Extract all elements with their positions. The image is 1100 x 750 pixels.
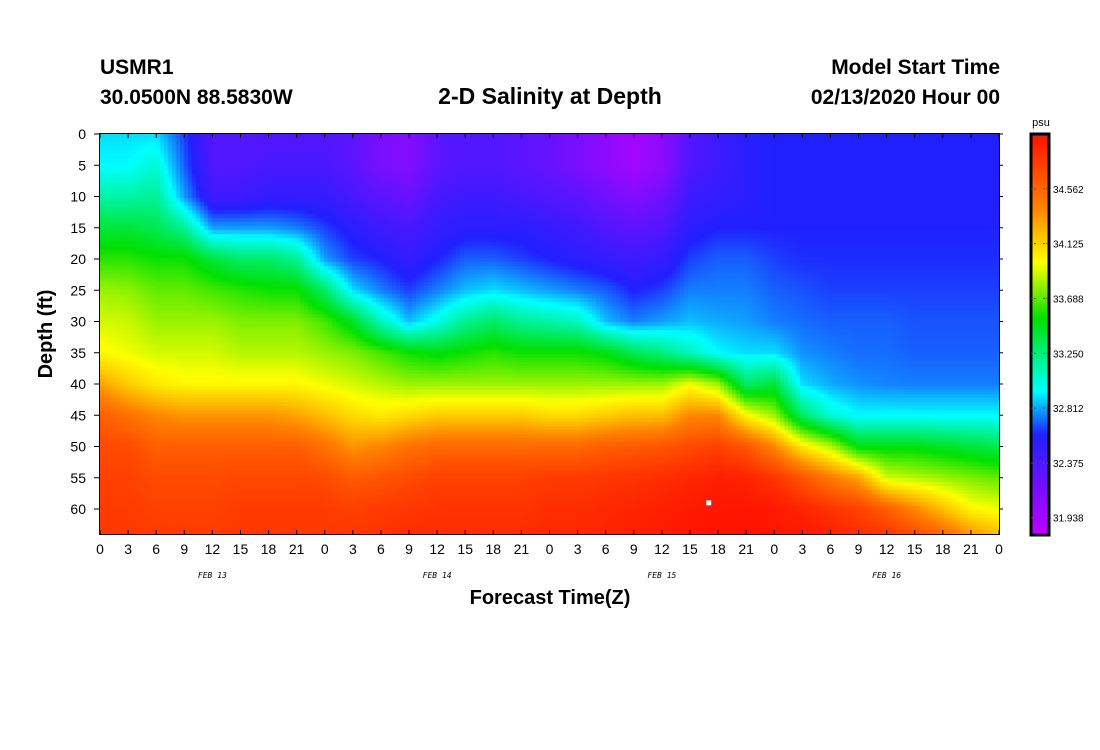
y-tick-label: 35 [70,345,86,361]
x-tick-label: 9 [180,541,188,557]
colorbar-tick-label: 31.938 [1053,514,1084,525]
x-tick-label: 15 [682,541,698,557]
y-tick-label: 45 [70,407,86,423]
colorbar-tick-label: 34.125 [1053,240,1084,251]
x-tick-label: 3 [574,541,582,557]
colorbar-tick-label: 32.375 [1053,459,1084,470]
station-id: USMR1 [100,56,174,79]
max-salinity-marker [706,500,712,506]
x-tick-label: 0 [96,541,104,557]
station-coordinates: 30.0500N 88.5830W [100,86,293,109]
colorbar: psu 34.562 34.125 33.688 33.250 32.812 32.375… [1029,117,1084,537]
x-tick-label: 9 [630,541,638,557]
y-axis: 0 5 10 15 20 25 30 35 40 45 50 55 60 [70,126,1003,517]
colorbar-tick-label: 33.688 [1053,294,1084,305]
colorbar-unit: psu [1032,117,1050,129]
heatmap-container [100,134,999,534]
y-tick-label: 55 [70,470,86,486]
x-tick-label: 15 [233,541,249,557]
plot-frame [99,133,1000,535]
x-tick-label: 9 [405,541,413,557]
x-tick-label: 12 [879,541,895,557]
y-tick-label: 60 [70,501,86,517]
y-tick-label: 25 [70,282,86,298]
x-tick-label: 15 [907,541,923,557]
salinity-heatmap [100,134,999,534]
x-tick-label: 6 [377,541,385,557]
x-tick-label: 0 [770,541,778,557]
y-tick-label: 20 [70,251,86,267]
colorbar-ticks: 34.562 34.125 33.688 33.250 32.812 32.375 31.9… [1031,185,1084,525]
x-tick-label: 15 [457,541,473,557]
x-tick-label: 0 [995,541,1003,557]
day-label: FEB 15 [647,571,676,580]
x-tick-label: 3 [124,541,132,557]
x-tick-label: 12 [429,541,445,557]
x-tick-label: 0 [321,541,329,557]
x-tick-label: 6 [152,541,160,557]
x-tick-label: 18 [935,541,951,557]
y-tick-label: 30 [70,314,86,330]
model-start-label: Model Start Time [831,56,1000,79]
y-tick-label: 50 [70,439,86,455]
x-tick-label: 12 [654,541,670,557]
colorbar-tick-label: 32.812 [1053,404,1084,415]
y-axis-label: Depth (ft) [35,290,57,379]
chart-title: 2-D Salinity at Depth [438,83,662,109]
x-tick-label: 21 [738,541,754,557]
x-tick-label: 12 [205,541,221,557]
x-tick-label: 0 [546,541,554,557]
x-tick-label: 21 [289,541,305,557]
model-start-date: 02/13/2020 Hour 00 [810,86,1000,109]
x-axis-label: Forecast Time(Z) [470,587,631,609]
y-tick-label: 40 [70,376,86,392]
x-tick-label: 18 [486,541,502,557]
day-label: FEB 16 [872,571,901,580]
y-tick-label: 10 [70,189,86,205]
x-tick-label: 18 [710,541,726,557]
x-axis: 0 3 6 9 12 15 18 21 0 3 6 9 12 15 18 21 0 3 6 9 12 15 18 21 0 3 6 9… [96,134,1003,580]
day-label: FEB 14 [423,571,452,580]
x-tick-label: 3 [349,541,357,557]
x-tick-label: 21 [963,541,979,557]
x-tick-label: 3 [798,541,806,557]
colorbar-tick-label: 33.250 [1053,349,1084,360]
x-tick-label: 21 [514,541,530,557]
x-tick-label: 18 [261,541,277,557]
x-tick-label: 6 [827,541,835,557]
y-tick-label: 15 [70,220,86,236]
colorbar-scale [1029,132,1051,537]
colorbar-tick-label: 34.562 [1053,185,1084,196]
x-tick-label: 6 [602,541,610,557]
y-tick-label: 0 [78,126,86,142]
x-tick-label: 9 [855,541,863,557]
plot-area [99,133,1000,535]
y-tick-label: 5 [78,157,86,173]
day-label: FEB 13 [198,571,227,580]
